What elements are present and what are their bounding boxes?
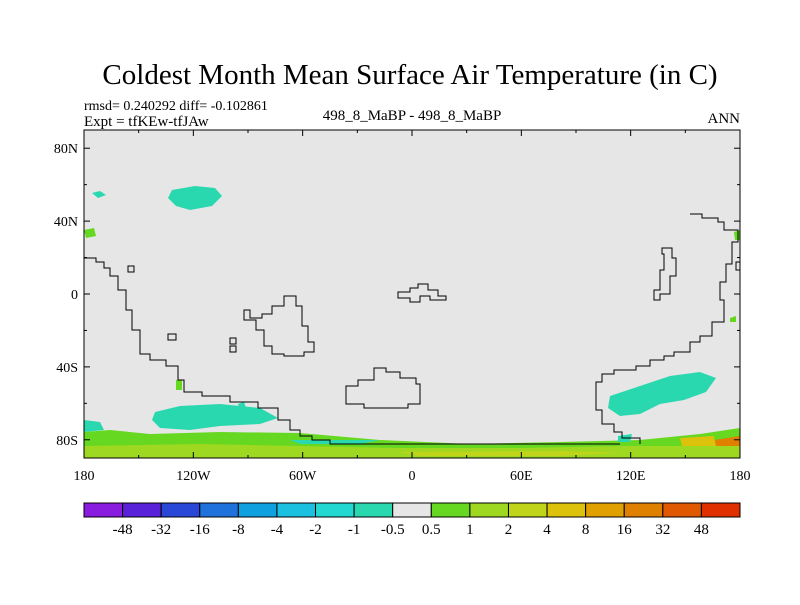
cyan-patch-near-sa-coast — [238, 402, 246, 410]
yellow-patch-se — [680, 436, 716, 446]
figure-title: Coldest Month Mean Surface Air Temperatu… — [102, 59, 717, 91]
colorbar-label: -48 — [113, 522, 133, 538]
expt-text: Expt = tfKEw-tfJAw — [84, 114, 209, 130]
coastline-west-continent — [84, 257, 620, 445]
lat-tick-label: 80S — [56, 434, 78, 449]
colorbar-swatch — [469, 502, 509, 518]
colorbar-swatch — [237, 502, 278, 518]
green-patch-west-edge — [84, 228, 96, 238]
colorbar-swatch — [585, 502, 625, 518]
coastline-equatorial-island — [397, 283, 447, 303]
coastline-east-island — [735, 261, 740, 271]
lon-tick-label: 0 — [409, 469, 416, 484]
colorbar-swatch — [315, 502, 355, 518]
colorbar-swatch — [662, 502, 702, 518]
southern-yellow-patch — [400, 451, 620, 456]
cyan-patch-antarctic-shelf — [290, 440, 380, 444]
lat-tick-label: 40N — [54, 215, 78, 230]
colorbar-label: -16 — [190, 522, 210, 538]
season-text: ANN — [708, 111, 741, 127]
colorbar-label: 32 — [655, 522, 670, 538]
lon-tick-label: 180 — [730, 469, 751, 484]
colorbar-label: -4 — [271, 522, 284, 538]
colorbar-swatch — [546, 502, 587, 518]
cyan-patch-south-pacific — [152, 404, 278, 430]
green-patch-east-mid — [730, 316, 736, 322]
lon-tick-label: 120W — [176, 469, 211, 484]
colorbar: -48 -32 -16 -8 -4 -2 -1 -0.5 0.5 1 2 4 8 16 32 48 — [83, 502, 741, 538]
colorbar-label: -1 — [348, 522, 361, 538]
colorbar-label: -32 — [151, 522, 171, 538]
colorbar-swatch — [700, 502, 741, 518]
colorbar-label: -2 — [309, 522, 322, 538]
colorbar-swatch — [160, 502, 201, 518]
coastline-east-continent — [595, 213, 739, 444]
lon-tick-label: 60W — [289, 469, 317, 484]
colorbar-label: 8 — [582, 522, 590, 538]
longitude-axis: 180 120W 60W 0 60E 120E 180 — [74, 130, 751, 484]
green-patch-southwest — [176, 380, 182, 390]
coastline-mid-continent — [243, 295, 315, 357]
colorbar-label: 0.5 — [422, 522, 441, 538]
colorbar-label: 4 — [543, 522, 551, 538]
colorbar-label: 1 — [466, 522, 474, 538]
map-panel: 80N 40N 0 40S 80S 180 120W 60W 0 60E 120E 180 — [54, 129, 751, 484]
coastline-island-2 — [229, 337, 237, 345]
coastline-south-island — [345, 367, 421, 409]
colorbar-swatch — [507, 502, 548, 518]
colorbar-label: -0.5 — [381, 522, 405, 538]
colorbar-swatch — [392, 502, 432, 518]
coastlines — [84, 213, 740, 445]
colorbar-swatch — [83, 502, 124, 518]
lat-tick-label: 0 — [71, 288, 78, 303]
colorbar-swatch — [430, 502, 471, 518]
cyan-patch-south-indian — [608, 372, 716, 416]
orange-patch-se — [714, 436, 740, 446]
lon-tick-label: 180 — [74, 469, 95, 484]
coastline-island-3 — [229, 345, 237, 353]
anomaly-shading — [84, 186, 740, 458]
cyan-patch-south-pacific-edge — [84, 420, 104, 432]
coastline-east-peninsula — [653, 247, 677, 301]
cyan-patch-nw-small — [92, 191, 106, 198]
colorbar-label: 16 — [617, 522, 633, 538]
colorbar-swatch — [276, 502, 317, 518]
comparison-text: 498_8_MaBP - 498_8_MaBP — [323, 108, 502, 124]
latitude-axis: 80N 40N 0 40S 80S — [54, 142, 740, 449]
colorbar-swatch — [122, 502, 162, 518]
lon-tick-label: 120E — [616, 469, 646, 484]
cyan-patch-north-pacific — [168, 186, 222, 210]
colorbar-swatch — [623, 502, 664, 518]
stats-text: rmsd= 0.240292 diff= -0.102861 — [84, 99, 268, 114]
lat-tick-label: 80N — [54, 142, 78, 157]
colorbar-swatch — [199, 502, 239, 518]
colorbar-swatch — [353, 502, 394, 518]
coastline-island-1 — [167, 333, 177, 341]
colorbar-label: -8 — [232, 522, 245, 538]
colorbar-label: 2 — [505, 522, 513, 538]
coastline-bay-west — [127, 265, 135, 273]
colorbar-label: 48 — [694, 522, 709, 538]
lon-tick-label: 60E — [510, 469, 533, 484]
lat-tick-label: 40S — [56, 361, 78, 376]
